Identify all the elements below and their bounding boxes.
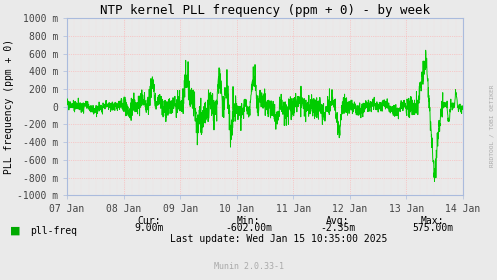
Text: RRDTOOL / TOBI OETIKER: RRDTOOL / TOBI OETIKER: [490, 85, 495, 167]
Text: Last update: Wed Jan 15 10:35:00 2025: Last update: Wed Jan 15 10:35:00 2025: [169, 234, 387, 244]
Text: 9.00m: 9.00m: [134, 223, 164, 233]
Title: NTP kernel PLL frequency (ppm + 0) - by week: NTP kernel PLL frequency (ppm + 0) - by …: [100, 4, 430, 17]
Text: ■: ■: [10, 226, 20, 236]
Text: Min:: Min:: [237, 216, 260, 226]
Text: pll-freq: pll-freq: [30, 226, 77, 236]
Text: Max:: Max:: [420, 216, 444, 226]
Text: 575.00m: 575.00m: [412, 223, 453, 233]
Text: -2.35m: -2.35m: [321, 223, 355, 233]
Text: -602.00m: -602.00m: [225, 223, 272, 233]
Text: Avg:: Avg:: [326, 216, 350, 226]
Y-axis label: PLL frequency (ppm + 0): PLL frequency (ppm + 0): [4, 39, 14, 174]
Text: Munin 2.0.33-1: Munin 2.0.33-1: [214, 262, 283, 271]
Text: Cur:: Cur:: [137, 216, 161, 226]
